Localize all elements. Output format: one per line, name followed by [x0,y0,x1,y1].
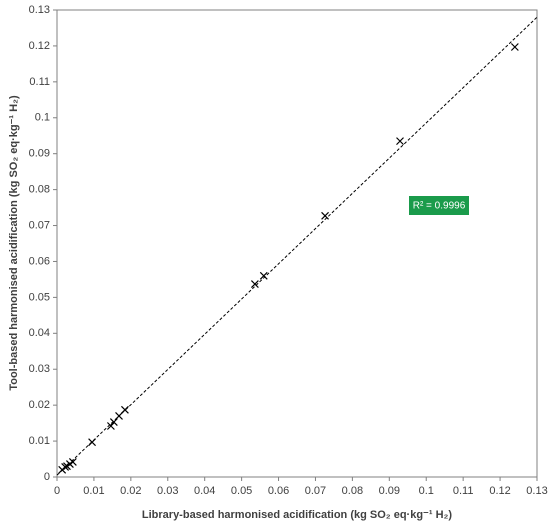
point [510,43,519,51]
point [121,405,129,414]
y-tick-label: 0.1 [35,112,50,124]
y-tick-label: 0.05 [29,291,50,303]
annotation: R² = 0.9996 [413,201,466,212]
x-tick-label: 0.08 [342,485,363,497]
point [321,211,329,220]
y-tick-label: 0.11 [29,76,50,88]
x-tick-label: 0.09 [379,485,400,497]
point [61,463,70,471]
point [250,280,259,289]
trendline [56,16,538,476]
point [259,271,268,280]
y-tick-label: 0.04 [29,327,50,339]
x-tick-label: 0.01 [83,485,104,497]
y-tick-label: 0.08 [29,184,50,196]
y-tick-label: 0.12 [29,40,50,52]
y-axis-title: Tool-based harmonised acidification (kg … [8,95,20,391]
x-tick-label: 0.07 [305,485,326,497]
y-tick-label: 0.02 [29,399,50,411]
y-tick-label: 0.03 [29,363,50,375]
point [109,418,118,426]
point [88,438,97,447]
x-tick-label: 0.03 [157,485,178,497]
x-tick-label: 0.1 [419,485,434,497]
y-tick-label: 0.01 [29,435,50,447]
y-tick-label: 0.07 [29,219,50,231]
plot-frame [56,9,538,478]
y-tick-label: 0 [44,471,50,483]
x-tick-label: 0.02 [120,485,141,497]
point [396,137,404,146]
x-axis-title: Library-based harmonised acidification (… [142,509,453,521]
point [106,422,115,430]
annotation-box [409,196,469,215]
point [115,412,123,420]
x-tick-label: 0.11 [453,485,474,497]
point [68,457,77,466]
y-tick-label: 0.06 [29,255,50,267]
x-tick-label: 0.06 [268,485,289,497]
x-tick-label: 0.13 [526,485,547,497]
y-tick-label: 0.13 [29,4,50,16]
x-tick-label: 0.05 [231,485,252,497]
y-tick-label: 0.09 [29,148,50,160]
x-tick-label: 0.04 [194,485,215,497]
x-tick-label: 0.12 [489,485,510,497]
x-tick-label: 0 [54,485,60,497]
